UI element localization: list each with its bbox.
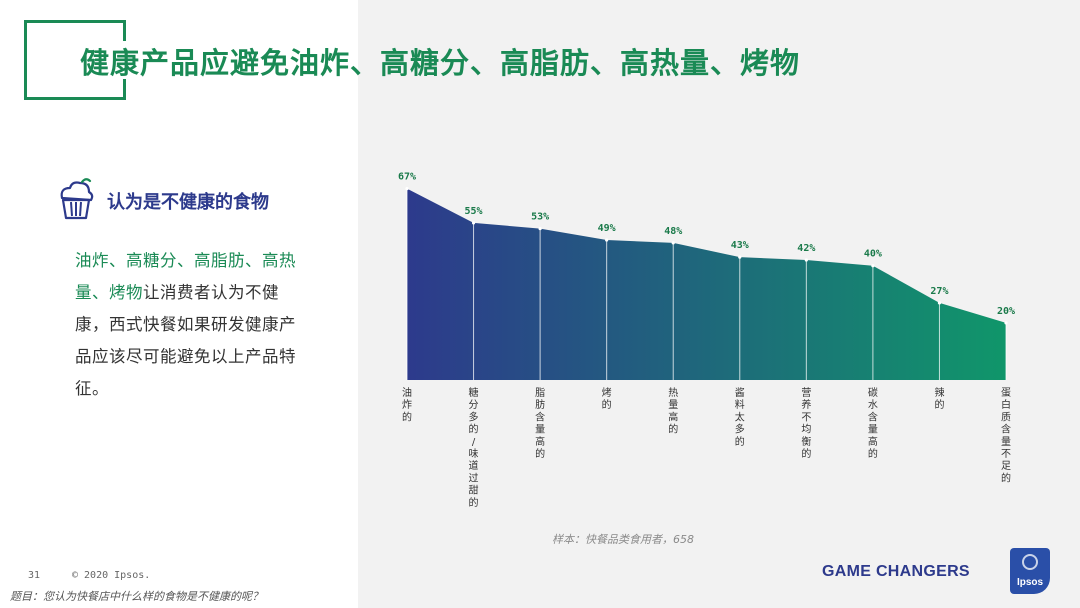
- data-point: [471, 221, 476, 225]
- data-label: 53%: [531, 212, 549, 223]
- data-label: 48%: [664, 226, 682, 237]
- data-label: 27%: [930, 286, 948, 297]
- data-point: [738, 255, 742, 259]
- category-label: 蛋白质含量不足的: [1001, 387, 1011, 484]
- cupcake-icon: [60, 178, 94, 220]
- category-label: 热量高的: [668, 386, 678, 436]
- category-label: 辣的: [934, 386, 944, 411]
- category-label: 酱料太多的: [735, 386, 745, 448]
- data-point: [871, 264, 875, 268]
- ipsos-logo: Ipsos: [1010, 548, 1050, 594]
- area-chart: 67% 55% 53% 49% 48% 43% 42% 40% 27% 20% 油炸的 糖分多的/味…: [398, 172, 1015, 509]
- category-label: 烤的: [602, 386, 612, 411]
- category-label: 糖分多的/味道过甜的: [469, 386, 479, 509]
- data-point: [671, 241, 675, 245]
- data-label: 40%: [864, 249, 882, 260]
- data-point: [1004, 321, 1008, 325]
- data-point: [605, 238, 609, 242]
- body-highlight: 油炸、高糖分、高脂肪、高热量、烤物: [75, 251, 296, 302]
- title-frame: [24, 20, 126, 100]
- sample-note: 样本：快餐品类食用者，658: [552, 533, 694, 546]
- page-number: 31: [28, 570, 41, 581]
- category-label: 营养不均衡的: [801, 386, 811, 460]
- data-label: 49%: [598, 223, 616, 234]
- page-title: 健康产品应避免油炸、高糖分、高脂肪、高热量、烤物: [80, 46, 801, 80]
- category-label: 油炸的: [402, 386, 412, 423]
- data-label: 43%: [731, 240, 749, 251]
- body-text: 油炸、高糖分、高脂肪、高热量、烤物让消费者认为不健康，西式快餐如果研发健康产品应…: [75, 245, 297, 405]
- logo-text: Ipsos: [1016, 577, 1044, 588]
- data-label: 20%: [997, 306, 1015, 317]
- data-label: 42%: [797, 243, 815, 254]
- question-note: 题目：您认为快餐店中什么样的食物是不健康的呢？: [10, 590, 263, 603]
- data-label: 55%: [465, 206, 483, 217]
- data-point: [538, 226, 542, 231]
- data-point: [804, 258, 808, 262]
- data-point: [405, 186, 409, 191]
- category-label: 脂肪含量高的: [535, 386, 545, 460]
- area-series: [407, 188, 1006, 380]
- data-label: 67%: [398, 172, 416, 183]
- data-point: [937, 301, 942, 305]
- category-label: 碳水含量高的: [868, 386, 878, 460]
- tagline: GAME CHANGERS: [822, 563, 970, 580]
- subtitle: 认为是不健康的食物: [107, 192, 269, 213]
- body-rest: 让消费者认为不健康，西式快餐如果研发健康产品应该尽可能避免以上产品特征。: [75, 283, 296, 398]
- copyright: © 2020 Ipsos.: [72, 570, 151, 581]
